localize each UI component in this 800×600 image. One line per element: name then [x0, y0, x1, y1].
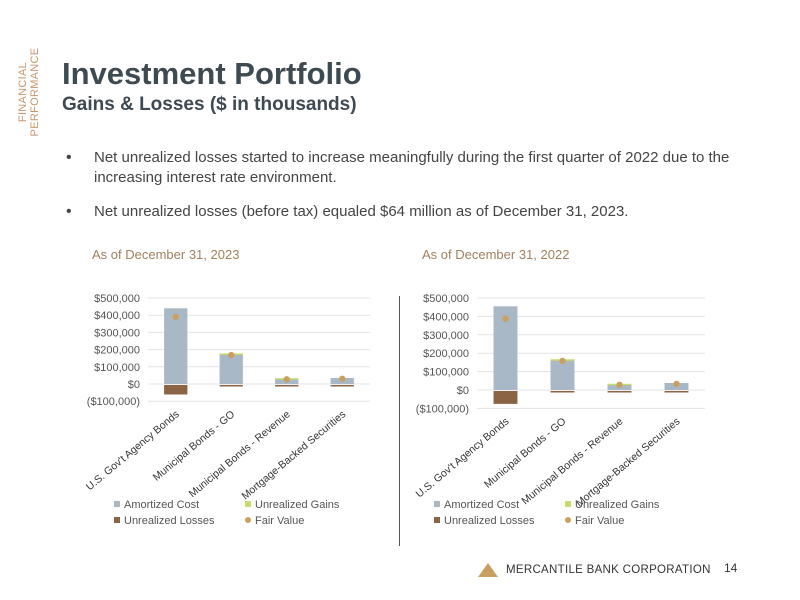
- y-tick-label: $400,000: [423, 311, 469, 323]
- chart-title-2023: As of December 31, 2023: [92, 247, 240, 262]
- bar-amortized-cost: [493, 306, 518, 390]
- point-fair-value: [228, 351, 235, 359]
- point-fair-value: [283, 376, 290, 383]
- bar-amortized-cost: [219, 353, 243, 384]
- bullet-item: Net unrealized losses (before tax) equal…: [66, 202, 746, 222]
- category-label: U.S. Gov't Agency Bonds: [414, 416, 512, 501]
- bar-unrealized-losses: [550, 391, 575, 393]
- bullet-item: Net unrealized losses started to increas…: [66, 148, 746, 188]
- company-name: MERCANTILE BANK CORPORATION: [506, 564, 711, 576]
- category-label: Mortgage-Backed Securities: [239, 408, 348, 502]
- point-fair-value: [673, 380, 680, 388]
- category-label: Municipal Bonds - Revenue: [187, 408, 293, 500]
- chart-title-2022: As of December 31, 2022: [422, 247, 570, 262]
- legend-label: Amortized Cost: [444, 499, 519, 511]
- legend-swatch: [434, 517, 440, 523]
- legend-label: Fair Value: [575, 515, 624, 527]
- legend-label: Unrealized Gains: [255, 499, 340, 511]
- y-tick-label: $500,000: [94, 293, 140, 305]
- category-label: Mortgage-Backed Securities: [574, 416, 683, 510]
- company-logo: MERCANTILE BANK CORPORATION: [478, 563, 711, 577]
- bar-amortized-cost: [164, 308, 188, 384]
- logo-triangle-icon: [478, 563, 498, 577]
- bar-amortized-cost: [550, 359, 575, 390]
- chart-2022: $500,000 $400,000 $300,000 $200,000 $100,000…: [414, 293, 705, 527]
- chart-2023: $500,000 $400,000 $300,000 $200,000 $100,000…: [84, 293, 370, 527]
- bar-unrealized-losses: [664, 391, 689, 393]
- bar-unrealized-losses: [330, 385, 354, 387]
- y-tick-label: ($100,000): [87, 396, 140, 408]
- bullet-list: Net unrealized losses started to increas…: [66, 148, 746, 236]
- legend-swatch: [114, 517, 120, 523]
- section-label: FINANCIAL PERFORMANCE: [17, 47, 41, 137]
- category-label: Municipal Bonds - Revenue: [519, 415, 625, 507]
- page-subtitle: Gains & Losses ($ in thousands): [62, 94, 357, 115]
- y-tick-label: $200,000: [94, 345, 140, 357]
- y-tick-label: $0: [128, 379, 140, 391]
- legend-swatch: [245, 501, 251, 507]
- point-fair-value: [172, 313, 179, 321]
- bar-unrealized-losses: [493, 391, 518, 404]
- legend-swatch: [565, 517, 571, 523]
- point-fair-value: [616, 381, 623, 389]
- legend-label: Unrealized Losses: [444, 515, 535, 527]
- legend-swatch: [114, 501, 120, 507]
- y-tick-label: $0: [457, 385, 469, 397]
- legend-label: Amortized Cost: [124, 499, 199, 511]
- legend-label: Fair Value: [255, 515, 304, 527]
- legend-swatch: [565, 501, 571, 507]
- bar-unrealized-losses: [164, 385, 188, 395]
- page-number: 14: [724, 561, 738, 575]
- y-tick-label: $500,000: [423, 293, 469, 305]
- y-tick-label: ($100,000): [416, 403, 469, 415]
- legend-swatch: [434, 501, 440, 507]
- y-tick-label: $300,000: [94, 327, 140, 339]
- y-tick-label: $100,000: [423, 367, 469, 379]
- point-fair-value: [559, 357, 566, 365]
- divider: [399, 296, 400, 546]
- legend-label: Unrealized Losses: [124, 515, 215, 527]
- bar-unrealized-losses: [607, 391, 632, 393]
- bar-unrealized-losses: [219, 385, 243, 387]
- legend-label: Unrealized Gains: [575, 499, 660, 511]
- page-title: Investment Portfolio: [62, 56, 362, 91]
- bar-unrealized-losses: [275, 385, 299, 387]
- legend-swatch: [245, 517, 251, 523]
- y-tick-label: $400,000: [94, 310, 140, 322]
- point-fair-value: [502, 315, 509, 322]
- point-fair-value: [339, 375, 346, 383]
- category-label: U.S. Gov't Agency Bonds: [84, 408, 182, 493]
- y-tick-label: $200,000: [423, 348, 469, 360]
- y-tick-label: $300,000: [423, 330, 469, 342]
- y-tick-label: $100,000: [94, 362, 140, 374]
